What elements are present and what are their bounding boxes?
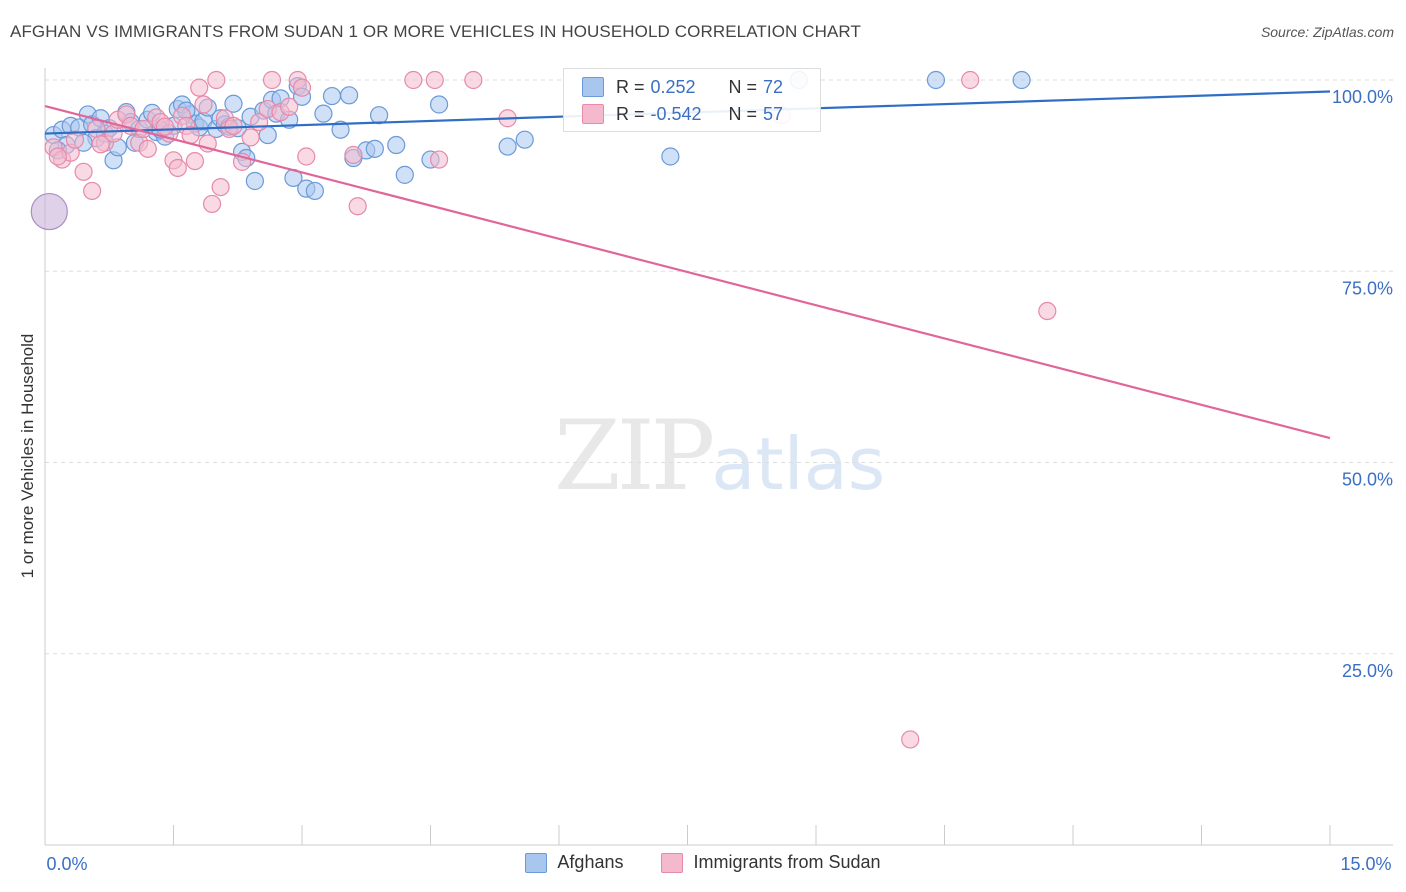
legend-swatch-afghans — [525, 852, 548, 873]
point-afghans-58 — [498, 137, 517, 156]
source-label: Source: ZipAtlas.com — [1260, 24, 1394, 40]
legend-swatch-sudan — [661, 852, 684, 873]
point-sudan-3 — [65, 130, 85, 149]
watermark: ZIPatlas — [554, 400, 885, 512]
series-legend: Afghans Immigrants from Sudan — [0, 852, 1406, 873]
point-sudan-27 — [202, 194, 222, 214]
point-sudan-23 — [185, 151, 205, 171]
point-afghans-62 — [926, 70, 946, 90]
point-sudan-46 — [425, 70, 444, 90]
watermark-zip: ZIP — [554, 400, 715, 512]
point-sudan-47 — [429, 150, 449, 169]
point-afghans-55 — [395, 165, 414, 184]
n-value-afghans: 72 — [763, 76, 784, 97]
legend-swatch-blue — [582, 77, 604, 97]
chart-title: AFGHAN VS IMMIGRANTS FROM SUDAN 1 OR MOR… — [10, 22, 861, 41]
point-afghans-47 — [322, 86, 342, 106]
point-sudan-48 — [464, 70, 483, 90]
point-afghans-46 — [314, 104, 333, 123]
point-sudan-37 — [262, 70, 282, 90]
point-sudan-29 — [211, 178, 230, 197]
point-sudan-24 — [190, 78, 209, 97]
legend-swatch-pink — [582, 104, 604, 124]
point-afghans-57 — [429, 95, 449, 114]
y-tick-label-1: 75.0% — [1342, 278, 1393, 298]
point-sudan-45 — [404, 70, 423, 90]
watermark-atlas: atlas — [711, 422, 886, 506]
point-sudan-41 — [292, 78, 312, 97]
point-sudan-44 — [348, 197, 367, 216]
point-sudan-32 — [224, 116, 243, 136]
y-tick-label-2: 50.0% — [1342, 470, 1393, 490]
point-sudan-25 — [194, 95, 213, 114]
n-label: N = — [728, 103, 758, 124]
point-afghans-53 — [370, 106, 389, 125]
point-sudan-56 — [155, 117, 175, 136]
trendline-sudan — [44, 104, 1331, 440]
legend-label-afghans: Afghans — [557, 852, 624, 872]
point-afghans-52 — [365, 139, 384, 158]
point-sudan-19 — [168, 158, 187, 178]
point-sudan-51 — [961, 70, 980, 90]
point-sudan-39 — [280, 97, 299, 116]
point-afghans-63 — [1012, 70, 1031, 90]
point-afghans-34 — [245, 171, 264, 191]
r-label: R = — [616, 103, 645, 124]
y-tick-label-0: 100.0% — [1332, 87, 1393, 107]
point-sudan-55 — [91, 135, 110, 154]
point-sudan-52 — [1038, 301, 1057, 321]
point-sudan-34 — [241, 128, 260, 147]
point-sudan-5 — [83, 181, 102, 201]
point-afghans-45 — [305, 181, 324, 201]
stats-legend-row-sudan: R = -0.542 N = 57 — [582, 102, 783, 126]
x-tick-label-0: 0.0% — [46, 854, 87, 874]
point-sudan-54 — [48, 147, 67, 166]
point-afghans-large — [30, 192, 68, 231]
legend-item-afghans[interactable]: Afghans — [525, 852, 623, 873]
legend-item-sudan[interactable]: Immigrants from Sudan — [661, 852, 881, 873]
n-value-sudan: 57 — [763, 103, 784, 124]
y-tick-label-3: 25.0% — [1342, 661, 1393, 681]
point-sudan-42 — [297, 147, 316, 166]
point-sudan-4 — [74, 162, 93, 181]
r-label: R = — [616, 76, 645, 97]
point-sudan-43 — [344, 145, 363, 165]
legend-label-sudan: Immigrants from Sudan — [693, 852, 881, 872]
r-value-afghans: 0.252 — [650, 76, 696, 97]
n-label: N = — [728, 76, 758, 97]
point-afghans-49 — [340, 86, 359, 105]
point-afghans-54 — [387, 135, 406, 155]
point-sudan-28 — [207, 70, 226, 90]
stats-legend: R = 0.252 N = 72 R = -0.542 N = 57 — [563, 68, 821, 132]
r-value-sudan: -0.542 — [650, 103, 702, 124]
point-afghans-48 — [331, 120, 350, 139]
point-afghans-59 — [515, 130, 534, 149]
point-afghans-60 — [661, 147, 680, 166]
point-afghans-30 — [224, 94, 243, 113]
x-tick-label-1: 15.0% — [1340, 854, 1391, 874]
point-sudan-53 — [901, 730, 920, 749]
point-sudan-14 — [138, 139, 157, 158]
stats-legend-row-afghans: R = 0.252 N = 72 — [582, 75, 783, 99]
